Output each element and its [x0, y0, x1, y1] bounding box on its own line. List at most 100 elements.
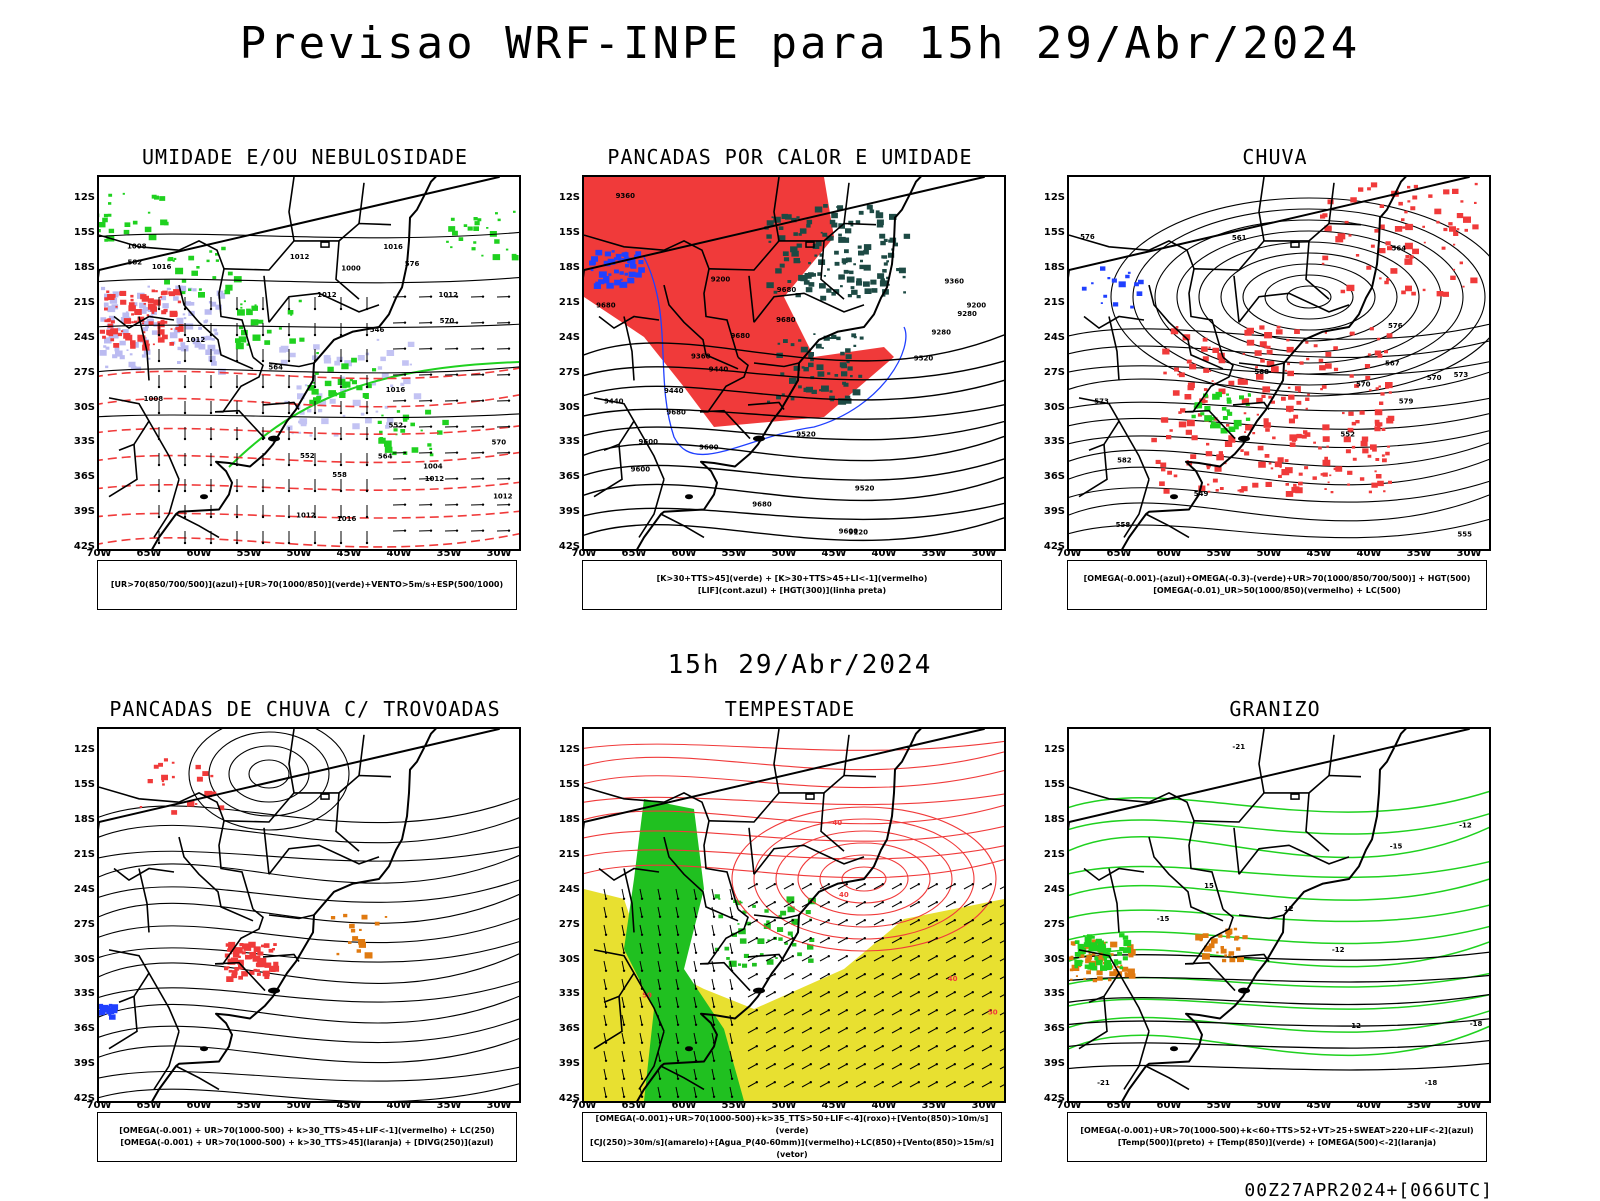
lat-tick-label: 36S — [1035, 471, 1065, 482]
lat-tick-label: 24S — [65, 884, 95, 895]
contour-label: 564 — [1392, 244, 1407, 252]
lat-tick-label: 30S — [1035, 954, 1065, 965]
contour-label: 570 — [1356, 380, 1371, 388]
panel-legend: [OMEGA(-0.001)+UR>70(1000-500)+k>35_TTS>… — [582, 1112, 1002, 1162]
legend-line: [LIF](cont.azul) + [HGT(300)](linha pret… — [698, 585, 886, 597]
contour-label: 549 — [1194, 490, 1209, 498]
contour-label: 9600 — [699, 444, 719, 452]
contour-label: 9200 — [967, 302, 987, 310]
contour-label: 570 — [491, 438, 506, 446]
map-canvas: 9680968096809680960096809680960095209440… — [584, 177, 1004, 549]
panel-legend: [OMEGA(-0.001)-(azul)+OMEGA(-0.3)-(verde… — [1067, 560, 1487, 610]
contour-label: 552 — [1340, 431, 1355, 439]
contour-label: 1004 — [423, 462, 443, 470]
lat-tick-label: 39S — [65, 506, 95, 517]
contour-label: 9680 — [752, 501, 772, 509]
lat-tick-label: 33S — [550, 436, 580, 447]
lat-tick-label: 30S — [65, 954, 95, 965]
lat-tick-label: 27S — [1035, 919, 1065, 930]
contour-label: 588 — [1254, 368, 1269, 376]
contour-label: 1012 — [439, 291, 459, 299]
contour-label: 564 — [378, 453, 393, 461]
contour-label: 15 — [1204, 882, 1214, 890]
contour-label: 1012 — [493, 493, 513, 501]
panel-title: UMIDADE E/OU NEBULOSIDADE — [65, 145, 545, 169]
contour-label: 9600 — [631, 465, 651, 473]
legend-line: [Temp(500)](preto) + [Temp(850)](verde) … — [1118, 1137, 1436, 1149]
contour-label: 573 — [1454, 371, 1469, 379]
lat-tick-label: 15S — [1035, 227, 1065, 238]
contour-label: 9440 — [664, 387, 684, 395]
lat-tick-label: 27S — [1035, 367, 1065, 378]
contour-label: 567 — [1385, 360, 1400, 368]
contour-label: 9360 — [944, 277, 964, 285]
contour-label: 9680 — [777, 286, 797, 294]
lat-tick-label: 18S — [550, 814, 580, 825]
lat-tick-label: 36S — [550, 1023, 580, 1034]
lat-tick-label: 18S — [65, 814, 95, 825]
contour-label: 570 — [440, 317, 455, 325]
main-title: Previsao WRF-INPE para 15h 29/Abr/2024 — [0, 18, 1600, 69]
lat-tick-label: 12S — [550, 192, 580, 203]
contour-label: 1012 — [425, 475, 445, 483]
lat-tick-label: 36S — [65, 1023, 95, 1034]
lat-tick-label: 21S — [550, 297, 580, 308]
legend-line: [UR>70(850/700/500)](azul)+[UR>70(1000/8… — [111, 579, 503, 591]
lat-tick-label: 15S — [1035, 779, 1065, 790]
contour-label: 561 — [1232, 234, 1247, 242]
lat-tick-label: 21S — [1035, 849, 1065, 860]
contour-label: 9680 — [776, 316, 796, 324]
lat-tick-label: 18S — [1035, 814, 1065, 825]
lat-tick-label: 18S — [1035, 262, 1065, 273]
legend-line: [OMEGA(-0.01)_UR>50(1000/850)(vermelho) … — [1153, 585, 1401, 597]
lat-tick-label: 30S — [65, 402, 95, 413]
contour-label: 558 — [1116, 521, 1131, 529]
lat-tick-label: 15S — [550, 227, 580, 238]
contour-label: 576 — [1388, 322, 1403, 330]
contour-label: 1016 — [337, 515, 357, 523]
contour-label: 579 — [1399, 397, 1414, 405]
contour-label: 9520 — [855, 484, 875, 492]
lat-tick-label: 33S — [1035, 988, 1065, 999]
lat-tick-label: 36S — [550, 471, 580, 482]
lat-tick-label: 39S — [65, 1058, 95, 1069]
contour-label: -18 — [1470, 1020, 1483, 1028]
lat-tick-label: 27S — [65, 919, 95, 930]
lat-tick-label: 30S — [550, 402, 580, 413]
contour-label: 1016 — [152, 263, 172, 271]
lat-tick-label: 21S — [65, 297, 95, 308]
lat-tick-label: 24S — [65, 332, 95, 343]
legend-line: [OMEGA(-0.001)+UR>70(1000-500)+k<60+TTS>… — [1080, 1125, 1473, 1137]
lat-tick-label: 24S — [550, 884, 580, 895]
contour-label: 570 — [1427, 374, 1442, 382]
contour-label: 9440 — [709, 366, 729, 374]
forecast-time-label: 15h 29/Abr/2024 — [0, 650, 1600, 680]
panel-title: GRANIZO — [1035, 697, 1515, 721]
contour-label: 552 — [300, 452, 315, 460]
contour-label: 558 — [332, 471, 347, 479]
lat-tick-label: 39S — [550, 506, 580, 517]
panel-legend: [K>30+TTS>45](verde) + [K>30+TTS>45+LI<-… — [582, 560, 1002, 610]
contour-label: 40 — [832, 819, 842, 827]
lat-tick-label: 24S — [550, 332, 580, 343]
contour-label: 9120 — [849, 529, 869, 537]
map-canvas — [99, 729, 519, 1101]
contour-label: 50 — [988, 1008, 998, 1016]
lat-tick-label: 12S — [550, 744, 580, 755]
lat-tick-label: 15S — [65, 779, 95, 790]
contour-label: 9360 — [616, 192, 636, 200]
lat-tick-label: 27S — [65, 367, 95, 378]
contour-label: -18 — [1425, 1079, 1438, 1087]
lat-tick-label: 27S — [550, 919, 580, 930]
lat-tick-label: 33S — [65, 988, 95, 999]
map-canvas: 1012101210081012101210121016101610121008… — [99, 177, 519, 549]
